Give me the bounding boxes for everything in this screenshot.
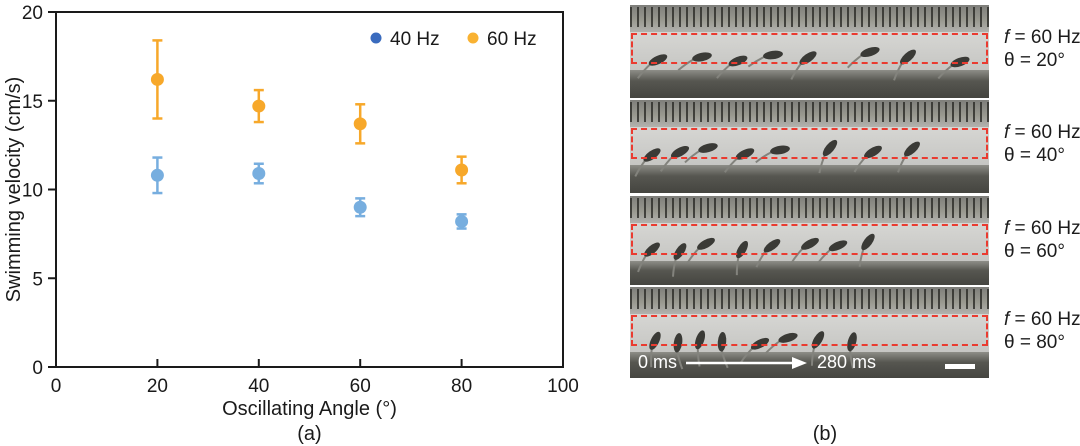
x-tick-label: 20 xyxy=(147,376,168,397)
x-tick-label: 60 xyxy=(350,376,371,397)
channel-floor xyxy=(630,261,989,285)
frame-strip-40deg: f = 60 Hz θ = 40° xyxy=(630,100,1080,193)
channel-floor xyxy=(630,70,989,98)
experiment-photo: 0 ms 280 ms xyxy=(630,287,989,378)
fish-silhouette xyxy=(717,332,729,369)
fish-silhouette xyxy=(672,243,687,277)
time-end-label: 280 ms xyxy=(817,352,877,372)
y-tick-label: 0 xyxy=(32,358,43,379)
experiment-photo xyxy=(630,5,989,98)
fish-silhouette xyxy=(673,333,684,370)
time-annotation: 0 ms 280 ms xyxy=(638,352,876,373)
series-60-hz xyxy=(150,39,469,185)
experiment-photo xyxy=(630,196,989,285)
ruler-scale xyxy=(630,287,989,314)
legend-label: 60 Hz xyxy=(487,29,537,50)
ruler-scale xyxy=(630,100,989,127)
y-tick-label: 20 xyxy=(22,3,43,24)
data-point xyxy=(252,99,266,113)
fish-silhouette xyxy=(755,239,781,268)
fish-silhouette xyxy=(755,145,790,164)
data-point xyxy=(150,168,164,182)
legend-marker-icon xyxy=(467,32,479,44)
ruler-scale xyxy=(630,5,989,32)
fish-silhouette xyxy=(853,145,882,173)
fish-silhouette xyxy=(684,143,718,164)
x-tick-label: 80 xyxy=(451,376,472,397)
fish-silhouette xyxy=(847,332,857,369)
panel-a: 0 20 40 60 80 100 0 5 10 15 20 Oscillating Angle (°… xyxy=(3,3,579,445)
x-tick-label: 100 xyxy=(547,376,579,397)
data-point xyxy=(353,200,367,214)
fish-silhouette xyxy=(659,146,690,172)
angle-label: θ = 20° xyxy=(1004,50,1065,71)
fish-silhouette xyxy=(765,332,798,354)
strip-parameters: f = 60 Hz θ = 40° xyxy=(1004,100,1080,193)
panel-a-caption: (a) xyxy=(297,423,322,445)
data-point xyxy=(150,72,164,86)
y-tick-label: 5 xyxy=(32,269,43,290)
data-point xyxy=(455,163,469,177)
strip-parameters: f = 60 Hz θ = 20° xyxy=(1004,5,1080,98)
data-point xyxy=(252,167,266,181)
ruler-scale xyxy=(630,196,989,223)
experiment-photo xyxy=(630,100,989,193)
x-tick-label: 40 xyxy=(248,376,269,397)
fish-trajectory xyxy=(634,139,920,177)
swimming-velocity-chart: 0 20 40 60 80 100 0 5 10 15 20 Oscillating Angle (°… xyxy=(3,3,579,420)
tracking-region-box xyxy=(631,315,988,346)
tracking-region-box xyxy=(631,33,988,64)
channel-floor xyxy=(630,352,989,378)
y-tick-label: 15 xyxy=(22,92,43,113)
frame-strip-80deg: 0 ms 280 ms f = 60 Hz θ = 80° xyxy=(630,287,1080,378)
y-tick-label: 10 xyxy=(22,181,43,202)
time-arrow-icon xyxy=(686,356,808,369)
legend-marker-icon xyxy=(370,32,382,44)
frequency-label: f = 60 Hz xyxy=(1004,309,1080,330)
panel-b: f = 60 Hz θ = 20° f = 60 Hz θ = 40° xyxy=(600,0,1080,446)
fish-silhouette xyxy=(858,233,875,267)
x-axis-label: Oscillating Angle (°) xyxy=(222,398,397,420)
scale-bar xyxy=(945,364,975,369)
strip-parameters: f = 60 Hz θ = 80° xyxy=(1004,287,1080,378)
angle-label: θ = 40° xyxy=(1004,145,1065,166)
channel-floor xyxy=(630,165,989,193)
frequency-label: f = 60 Hz xyxy=(1004,218,1080,239)
series-40-hz xyxy=(150,156,469,230)
tracking-region-box xyxy=(631,224,988,255)
data-point xyxy=(353,117,367,131)
panel-b-caption: (b) xyxy=(812,423,838,445)
fish-silhouette xyxy=(818,139,838,174)
data-point xyxy=(455,214,469,228)
frequency-label: f = 60 Hz xyxy=(1004,27,1080,48)
legend-label: 40 Hz xyxy=(390,29,440,50)
frequency-label: f = 60 Hz xyxy=(1004,122,1080,143)
fish-silhouette xyxy=(747,50,783,68)
plot-border xyxy=(55,11,564,368)
frame-strip-20deg: f = 60 Hz θ = 20° xyxy=(630,5,1080,98)
angle-label: θ = 60° xyxy=(1004,241,1065,262)
fish-silhouette xyxy=(817,240,848,264)
strip-parameters: f = 60 Hz θ = 60° xyxy=(1004,196,1080,285)
tracking-region-box xyxy=(631,128,988,159)
frame-strip-60deg: f = 60 Hz θ = 60° xyxy=(630,196,1080,285)
fish-silhouette xyxy=(897,141,920,173)
angle-label: θ = 80° xyxy=(1004,332,1065,353)
y-axis-label: Swimming velocity (cm/s) xyxy=(3,77,25,303)
time-start-label: 0 ms xyxy=(638,352,678,372)
fish-silhouette xyxy=(847,46,880,69)
fish-trajectory xyxy=(649,330,857,370)
x-tick-label: 0 xyxy=(51,376,62,397)
